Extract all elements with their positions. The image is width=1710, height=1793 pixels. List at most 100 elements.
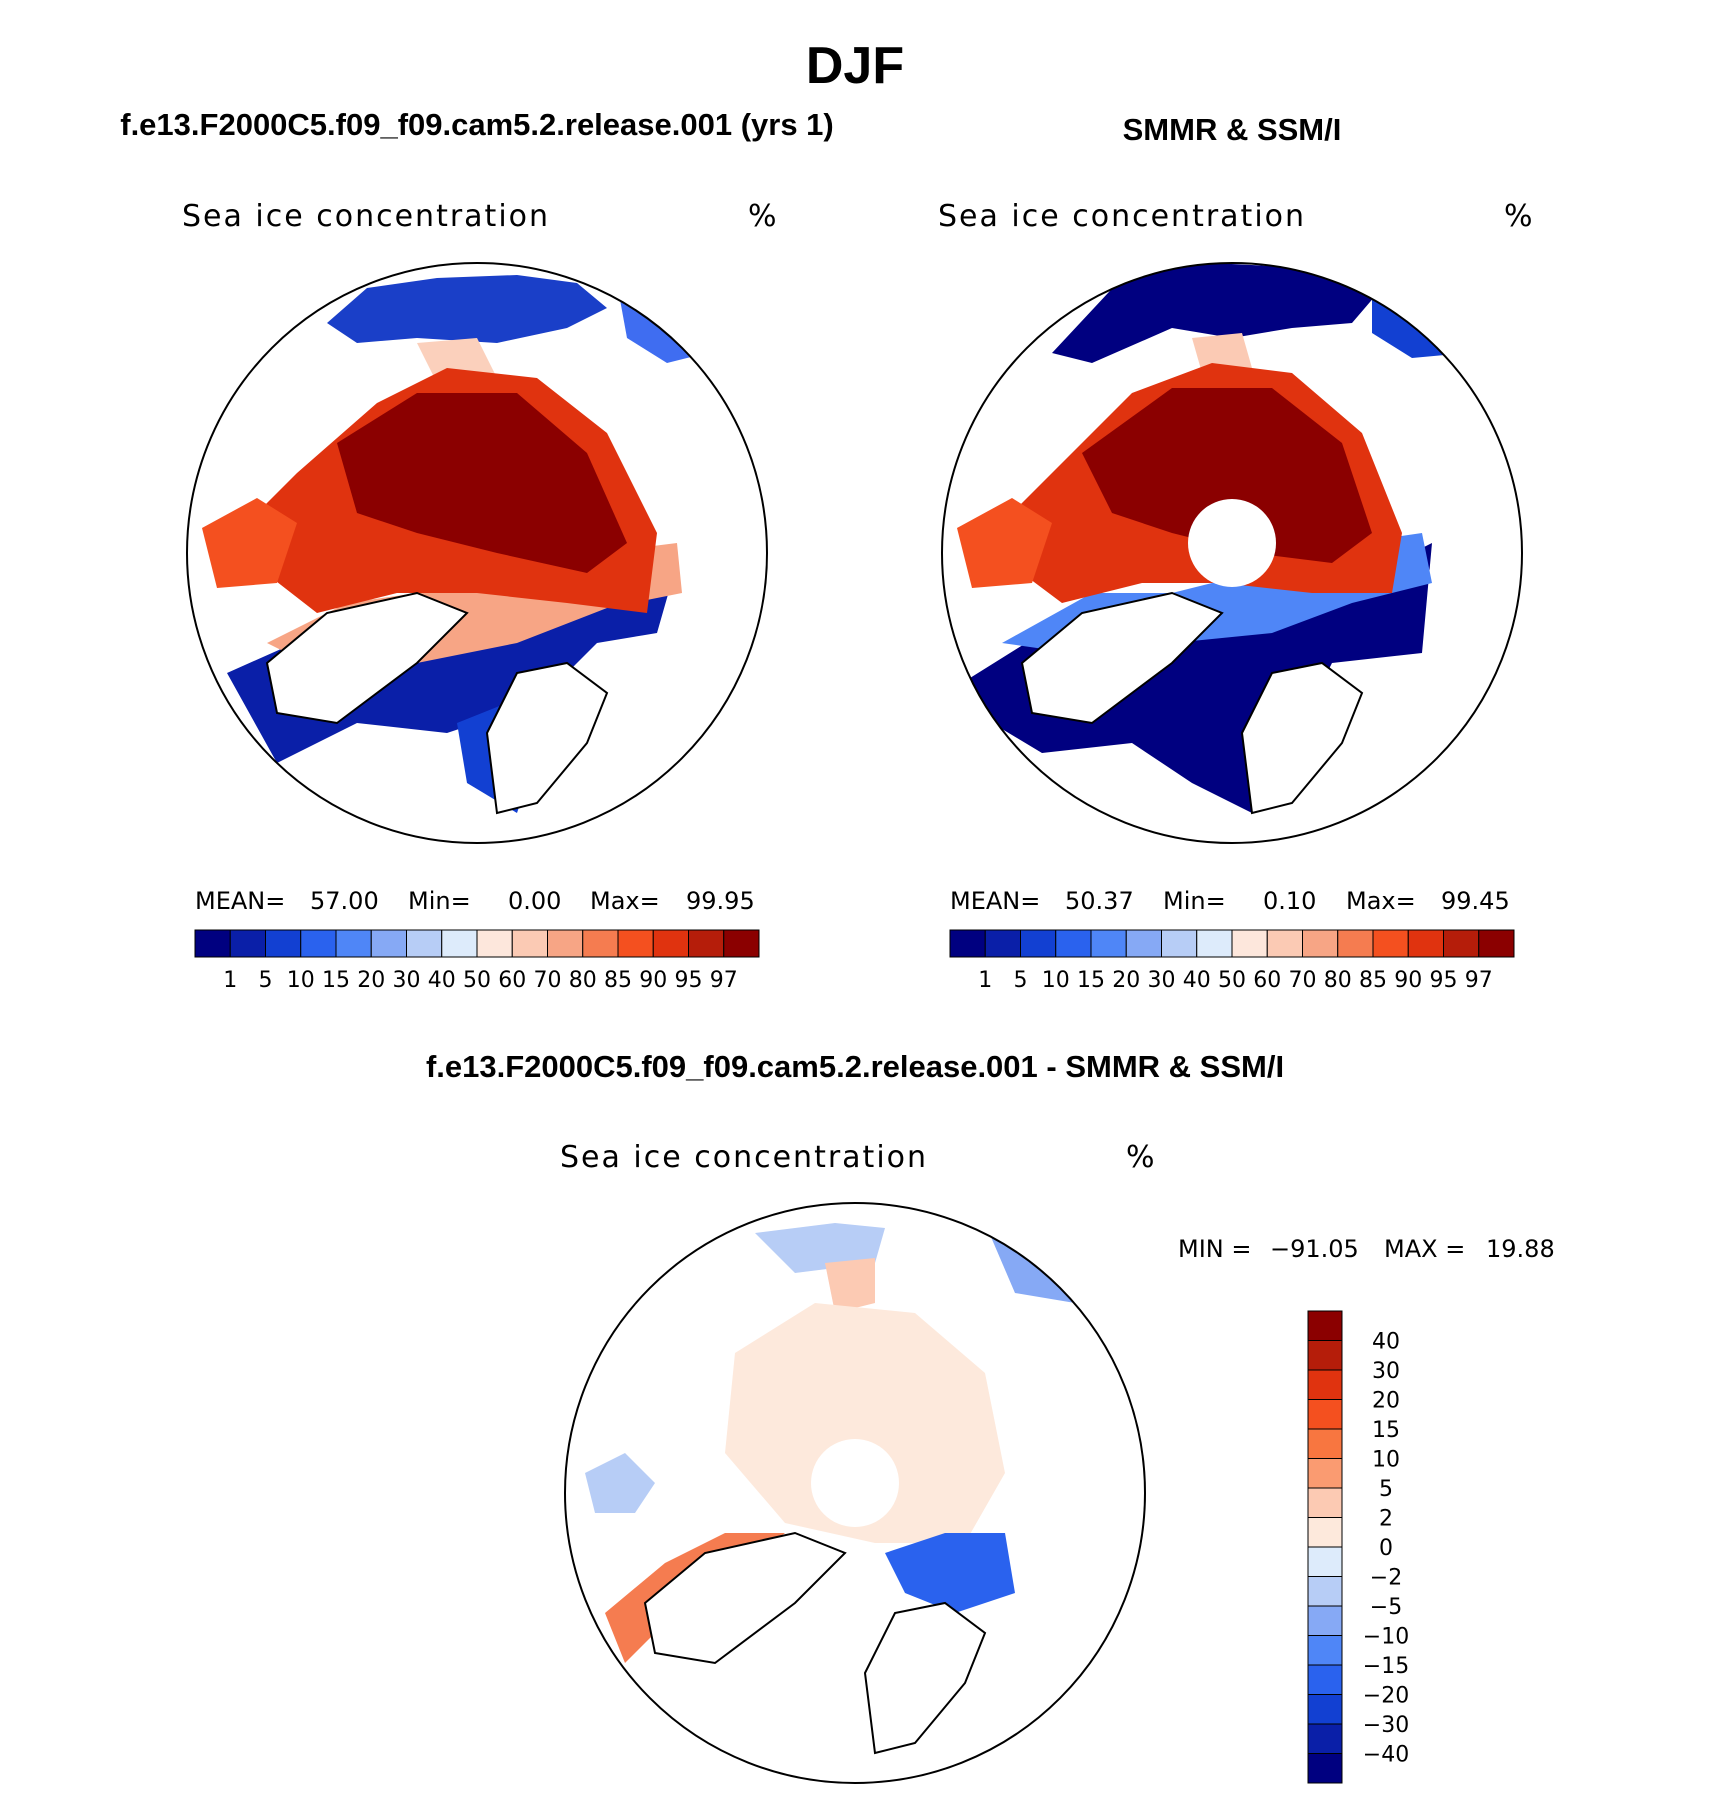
colorbar-tick-label: 40 [428,968,456,993]
panel-diff-map [564,1202,1146,1784]
colorbar-tick-label: 1 [978,968,992,993]
panel-model-title: f.e13.F2000C5.f09_f09.cam5.2.release.001… [120,107,834,142]
colorbar-tick-label: 10 [1042,968,1070,993]
colorbar-tick-label: −30 [1363,1713,1409,1738]
colorbar-tick-label: 70 [534,968,562,993]
panel-obs-colorbar: 1 5 10 15 20 30 40 50 60 70 80 85 90 95 97 [949,929,1515,993]
colorbar-box [1307,1487,1343,1518]
ice-region-pacific [327,275,607,343]
panel-diff-min: −91.05 [1270,1235,1359,1263]
colorbar-tick-label: 15 [322,968,350,993]
panel-diff-units: % [1126,1140,1155,1175]
panel-obs-mean: 50.37 [1065,887,1134,915]
colorbar-tick-label: 95 [1430,968,1458,993]
panel-model-max: 99.95 [686,887,755,915]
colorbar-box [1307,1694,1343,1725]
colorbar-box [1307,1517,1343,1548]
panel-model-units: % [748,199,777,234]
panel-diff-field: Sea ice concentration [560,1140,928,1175]
panel-model-field: Sea ice concentration [182,199,550,234]
scandinavia [485,661,609,815]
colorbar-tick-label: 5 [259,968,273,993]
colorbar-box [335,929,372,958]
colorbar-tick-label: −15 [1363,1654,1409,1679]
colorbar-tick-label: 15 [1077,968,1105,993]
colorbar-box [1307,1546,1343,1577]
colorbar-box [1478,929,1515,958]
colorbar-box [1307,1635,1343,1666]
colorbar-box [688,929,725,958]
panel-model-max-label: Max= [590,887,660,915]
ice-region-hudson [957,498,1052,588]
map-boundary [186,262,768,844]
map-boundary [941,262,1523,844]
figure-title: DJF [806,37,904,95]
colorbar-box [1307,1399,1343,1430]
panel-model-min: 0.00 [508,887,561,915]
colorbar-box [194,929,231,958]
colorbar-box [1307,1428,1343,1459]
colorbar-box [1266,929,1303,958]
colorbar-box [617,929,654,958]
colorbar-box [511,929,548,958]
ice-region-central-arctic [337,393,627,573]
panel-model-min-label: Min= [408,887,471,915]
colorbar-tick-label: 90 [639,968,667,993]
colorbar-box [441,929,478,958]
colorbar-tick-label: 30 [1372,1359,1400,1384]
panel-diff-max-label: MAX = [1384,1235,1465,1263]
colorbar-tick-label: 60 [1253,968,1281,993]
colorbar-box [949,929,986,958]
map-boundary [564,1202,1146,1784]
colorbar-box [1307,1340,1343,1371]
colorbar-box [1231,929,1268,958]
panel-diff-max: 19.88 [1486,1235,1555,1263]
colorbar-box [300,929,337,958]
colorbar-tick-label: 97 [1465,968,1493,993]
panel-obs-field: Sea ice concentration [938,199,1306,234]
pole-hole [1188,499,1276,587]
colorbar-tick-label: 85 [1359,968,1387,993]
colorbar-box [1307,1723,1343,1754]
ice-region-central-arctic [1082,388,1372,563]
colorbar-tick-label: −5 [1370,1595,1402,1620]
panel-obs-units: % [1504,199,1533,234]
colorbar-box [652,929,689,958]
panel-model: Sea ice concentration % [182,199,777,993]
greenland [265,591,469,725]
colorbar-box [723,929,760,958]
scandinavia [863,1601,987,1755]
colorbar-tick-label: 80 [569,968,597,993]
colorbar-tick-label: 50 [463,968,491,993]
panel-diff-title: f.e13.F2000C5.f09_f09.cam5.2.release.001… [426,1049,1284,1084]
colorbar-tick-label: 15 [1372,1418,1400,1443]
panel-obs-min-label: Min= [1163,887,1226,915]
pole-hole [811,1439,899,1527]
colorbar-box [1055,929,1092,958]
panel-obs-map [941,262,1523,844]
colorbar-tick-label: 5 [1014,968,1028,993]
colorbar-tick-label: 90 [1394,968,1422,993]
colorbar-box [229,929,266,958]
panel-model-colorbar: 1 5 10 15 20 30 40 50 60 70 80 85 90 95 97 [194,929,760,993]
ice-region-bering [1192,333,1252,373]
colorbar-tick-label: −2 [1370,1566,1402,1591]
colorbar-tick-label: 10 [287,968,315,993]
diff-region-hudson [585,1453,655,1513]
colorbar-tick-label: −10 [1363,1625,1409,1650]
colorbar-box [1307,1664,1343,1695]
colorbar-box [1372,929,1409,958]
colorbar-tick-label: 5 [1379,1477,1393,1502]
colorbar-tick-label: 0 [1379,1536,1393,1561]
panel-diff-min-label: MIN = [1178,1235,1251,1263]
colorbar-tick-label: 10 [1372,1448,1400,1473]
colorbar-box [1020,929,1057,958]
panel-obs-min: 0.10 [1263,887,1316,915]
scandinavia [1240,661,1364,815]
panel-model-map [186,262,768,844]
ice-region-pacific [1052,263,1382,363]
panel-obs-max-label: Max= [1346,887,1416,915]
colorbar-tick-label: 1 [223,968,237,993]
